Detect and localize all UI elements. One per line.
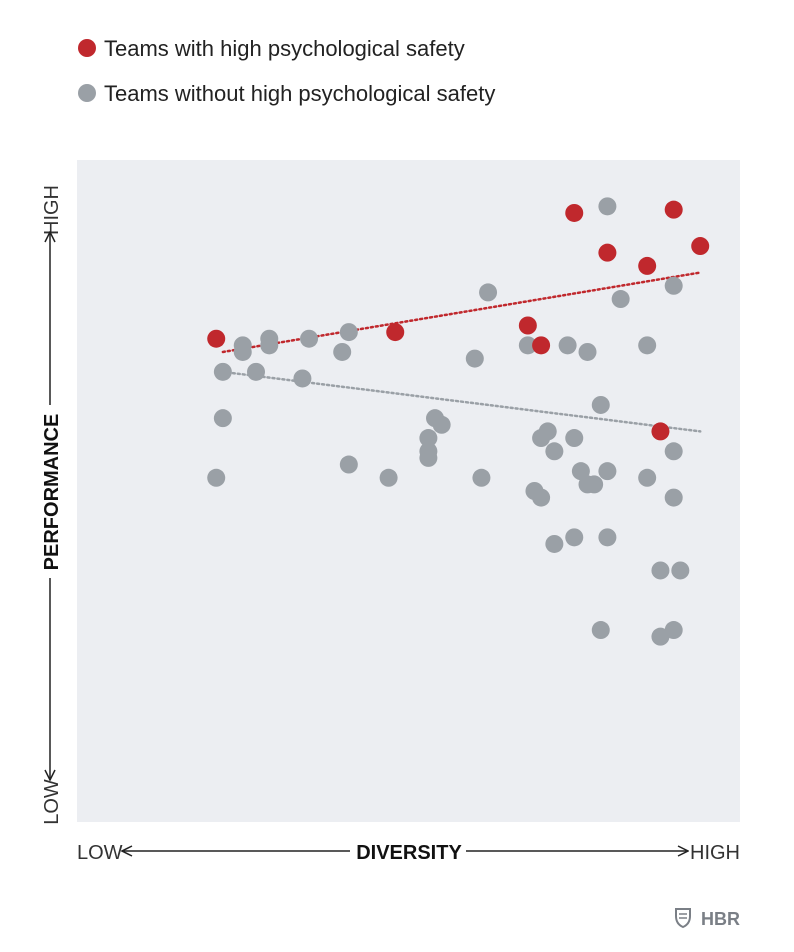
point-low [664, 442, 683, 461]
x-axis-title: DIVERSITY [356, 842, 462, 864]
point-low [532, 488, 551, 507]
point-low [333, 342, 352, 361]
point-high [638, 256, 657, 275]
point-low [591, 395, 610, 414]
legend-marker-low [78, 84, 96, 102]
point-low [664, 621, 683, 640]
legend: Teams with high psychological safety Tea… [78, 36, 495, 106]
legend-label-low: Teams without high psychological safety [104, 81, 495, 106]
point-low [545, 442, 564, 461]
point-low [419, 429, 438, 448]
point-high [532, 336, 551, 355]
point-low [545, 534, 564, 553]
point-low [565, 528, 584, 547]
point-low [585, 475, 604, 494]
y-axis: HIGH PERFORMANCE LOW [41, 185, 63, 825]
point-low [300, 329, 319, 348]
point-high [664, 200, 683, 219]
point-high [598, 243, 617, 262]
shield-icon [675, 908, 691, 929]
y-axis-title: PERFORMANCE [41, 414, 63, 571]
point-low [651, 627, 670, 646]
point-high [386, 323, 405, 342]
point-low [339, 455, 358, 474]
point-low [651, 561, 670, 580]
point-low [432, 415, 451, 434]
point-low [638, 468, 657, 487]
point-low [339, 323, 358, 342]
point-low [472, 468, 491, 487]
point-high [207, 329, 226, 348]
point-low [598, 197, 617, 216]
point-low [538, 422, 557, 441]
point-high [691, 237, 710, 256]
point-low [598, 528, 617, 547]
y-axis-high-label: HIGH [41, 185, 63, 235]
x-axis-low-label: LOW [77, 842, 123, 864]
point-low [419, 448, 438, 467]
brand-logo: HBR [675, 908, 740, 929]
point-high [651, 422, 670, 441]
point-low [578, 342, 597, 361]
point-low [479, 283, 498, 302]
point-low [293, 369, 312, 388]
point-high [518, 316, 537, 335]
brand-name: HBR [701, 909, 740, 929]
x-axis-high-label: HIGH [690, 842, 740, 864]
point-low [518, 336, 537, 355]
legend-marker-high [78, 39, 96, 57]
legend-label-high: Teams with high psychological safety [104, 36, 465, 61]
x-axis: LOW DIVERSITY HIGH [77, 842, 740, 864]
y-axis-low-label: LOW [41, 779, 63, 825]
point-low [213, 409, 232, 428]
point-low [233, 342, 252, 361]
data-points [207, 197, 710, 646]
point-low [664, 488, 683, 507]
point-low [260, 336, 279, 355]
point-low [598, 462, 617, 481]
point-low [611, 290, 630, 309]
point-low [565, 429, 584, 448]
point-low [671, 561, 690, 580]
point-low [591, 621, 610, 640]
point-high [565, 203, 584, 222]
point-low [213, 362, 232, 381]
point-low [379, 468, 398, 487]
point-low [664, 276, 683, 295]
point-low [558, 336, 577, 355]
point-low [638, 336, 657, 355]
point-low [465, 349, 484, 368]
point-low [207, 468, 226, 487]
point-low [247, 362, 266, 381]
plot-area [77, 160, 740, 822]
